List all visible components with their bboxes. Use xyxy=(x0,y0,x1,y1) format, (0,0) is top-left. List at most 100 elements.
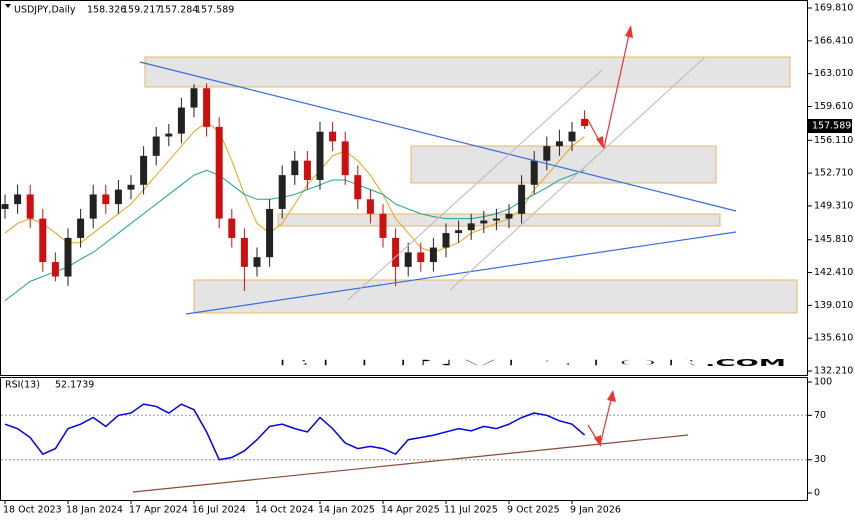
candle-body xyxy=(51,262,59,277)
moving-average xyxy=(4,121,585,253)
y-tick-label: 139.010 xyxy=(814,300,853,311)
x-tick-label: 9 Jan 2026 xyxy=(570,505,621,516)
arrow-head xyxy=(607,390,616,402)
price-tag-label: 157.589 xyxy=(812,121,851,132)
candle-body xyxy=(114,189,122,205)
candle-body xyxy=(492,218,500,221)
watermark: .COM xyxy=(705,358,786,369)
header-close: 157.589 xyxy=(195,5,234,16)
candle-body xyxy=(530,160,538,185)
candle-body xyxy=(404,252,412,267)
watermark: BEL xyxy=(272,358,390,369)
y-tick-label: 135.610 xyxy=(814,333,853,344)
candle-body xyxy=(429,247,437,263)
watermark: INVESTOR xyxy=(393,358,707,369)
x-tick-label: 9 Oct 2025 xyxy=(507,505,560,516)
x-tick-label: 11 Jul 2025 xyxy=(444,505,498,516)
candles xyxy=(1,83,589,302)
candle-body xyxy=(543,146,551,161)
arrow xyxy=(599,395,613,446)
header-high: 159.217 xyxy=(122,5,161,16)
channel-line xyxy=(449,57,705,291)
candle-body xyxy=(102,194,110,205)
rsi-pane-frame xyxy=(0,377,808,501)
main-pane-frame xyxy=(0,0,808,376)
candle-body xyxy=(165,133,173,137)
rsi-value: 52.1739 xyxy=(55,380,94,391)
candle-body xyxy=(568,131,576,142)
arrow-head xyxy=(625,25,633,38)
candle-body xyxy=(291,160,299,176)
header-low: 157.284 xyxy=(159,5,198,16)
candle-body xyxy=(354,175,362,200)
price-tag xyxy=(808,119,852,134)
candle-body xyxy=(177,107,185,134)
y-tick-label: 142.410 xyxy=(814,267,853,278)
y-tick-label: 0 xyxy=(814,488,820,499)
candle-body xyxy=(379,213,387,238)
candle-body xyxy=(417,252,425,263)
x-tick-label: 16 Jul 2024 xyxy=(192,505,246,516)
moving-average xyxy=(4,169,585,302)
candle-body xyxy=(518,184,526,214)
candle-body xyxy=(455,230,463,234)
y-tick-label: 100 xyxy=(814,376,832,387)
candle-body xyxy=(203,88,211,127)
candle-body xyxy=(392,237,400,267)
y-tick-label: 163.010 xyxy=(814,68,853,79)
candle-body xyxy=(278,175,286,209)
zone xyxy=(193,279,798,314)
symbol-icon xyxy=(5,4,11,8)
arrow-head xyxy=(594,435,601,447)
y-tick-label: 152.710 xyxy=(814,168,853,179)
x-tick-label: 17 Apr 2024 xyxy=(129,505,188,516)
candle-body xyxy=(89,194,97,219)
candle-body xyxy=(215,126,223,219)
y-tick-label: 169.810 xyxy=(814,3,853,14)
rsi-title: RSI(13) xyxy=(5,380,40,391)
x-tick-label: 14 Jan 2025 xyxy=(318,505,375,516)
x-tick-label: 14 Oct 2024 xyxy=(255,505,314,516)
candle-body xyxy=(77,218,85,238)
candle-body xyxy=(64,237,72,277)
symbol-title: USDJPY,Daily xyxy=(14,5,76,16)
y-tick-label: 166.410 xyxy=(814,35,853,46)
candle-body xyxy=(240,237,248,267)
y-tick-label: 156.110 xyxy=(814,135,853,146)
x-tick-label: 14 Apr 2025 xyxy=(381,505,440,516)
y-tick-label: 159.610 xyxy=(814,101,853,112)
zones xyxy=(144,56,798,314)
candle-body xyxy=(228,218,236,238)
candle-body xyxy=(190,88,198,108)
rsi-line xyxy=(4,403,586,461)
x-tick-label: 18 Jan 2024 xyxy=(66,505,123,516)
zone xyxy=(144,56,791,88)
arrow xyxy=(603,29,631,149)
trend-line xyxy=(185,231,737,315)
candle-body xyxy=(329,131,337,142)
candle-body xyxy=(366,199,374,214)
header-open: 158.326 xyxy=(87,5,126,16)
candle-body xyxy=(505,213,513,219)
rsi-trend-line xyxy=(132,434,689,493)
candle-body xyxy=(127,184,135,190)
y-tick-label: 145.810 xyxy=(814,234,853,245)
y-tick-label: 132.210 xyxy=(814,366,853,377)
candle-body xyxy=(152,136,160,156)
y-tick-label: 30 xyxy=(814,454,826,465)
trend-line xyxy=(139,61,737,212)
candle-body xyxy=(480,220,488,224)
candle-body xyxy=(442,233,450,248)
candle-body xyxy=(14,194,22,205)
candle-body xyxy=(1,204,9,209)
candle-body xyxy=(26,194,34,219)
candle-body xyxy=(341,141,349,176)
candle-body xyxy=(39,218,47,263)
y-tick-label: 149.310 xyxy=(814,200,853,211)
candle-body xyxy=(140,155,148,185)
channel-line xyxy=(347,69,603,301)
x-tick-label: 18 Oct 2023 xyxy=(3,505,62,516)
arrow-head xyxy=(596,136,604,149)
candle-body xyxy=(253,257,261,267)
